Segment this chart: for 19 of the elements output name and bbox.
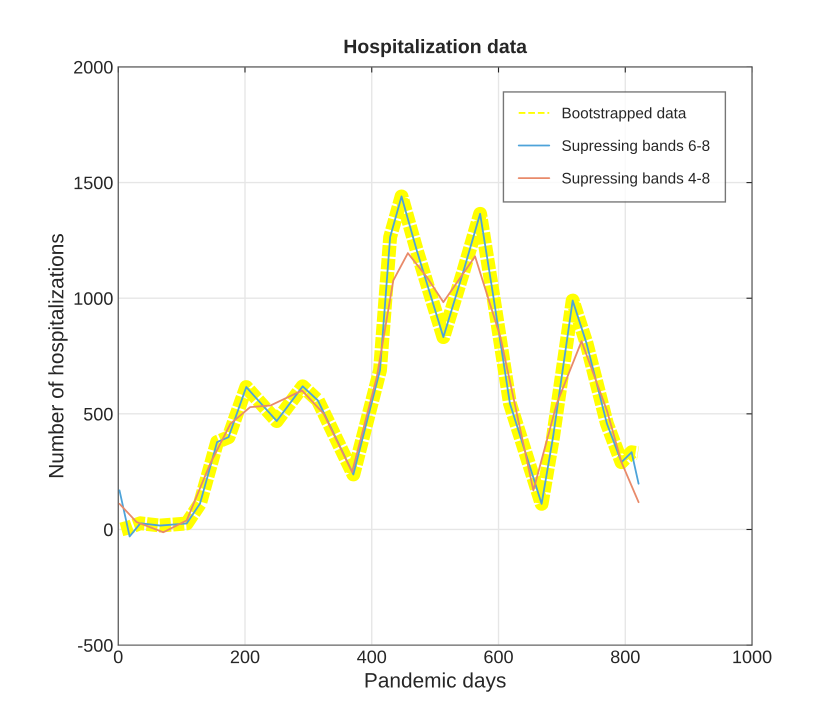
y-axis-title: Number of hospitalizations bbox=[48, 234, 68, 478]
x-tick-label: 0 bbox=[114, 650, 123, 664]
legend-label: Supressing bands 6-8 bbox=[562, 140, 710, 154]
x-tick-label: 400 bbox=[357, 650, 386, 664]
x-tick-label: 1000 bbox=[733, 650, 772, 664]
chart-title: Hospitalization data bbox=[344, 38, 528, 58]
y-tick-label: 1500 bbox=[74, 176, 113, 190]
y-tick-label: 2000 bbox=[74, 60, 113, 74]
line-series bbox=[118, 252, 640, 534]
x-axis-title: Pandemic days bbox=[366, 672, 506, 692]
legend-label: Supressing bands 4-8 bbox=[562, 172, 710, 187]
x-tick-label: 800 bbox=[610, 650, 640, 664]
y-tick-label: 0 bbox=[104, 523, 113, 536]
x-tick-label: 200 bbox=[230, 650, 260, 664]
legend-label: Bootstrapped data bbox=[562, 107, 686, 122]
y-tick-label: -500 bbox=[78, 639, 113, 652]
y-tick-label: 1000 bbox=[74, 292, 113, 305]
x-tick-label: 600 bbox=[484, 650, 513, 664]
y-tick-label: 500 bbox=[84, 408, 113, 421]
